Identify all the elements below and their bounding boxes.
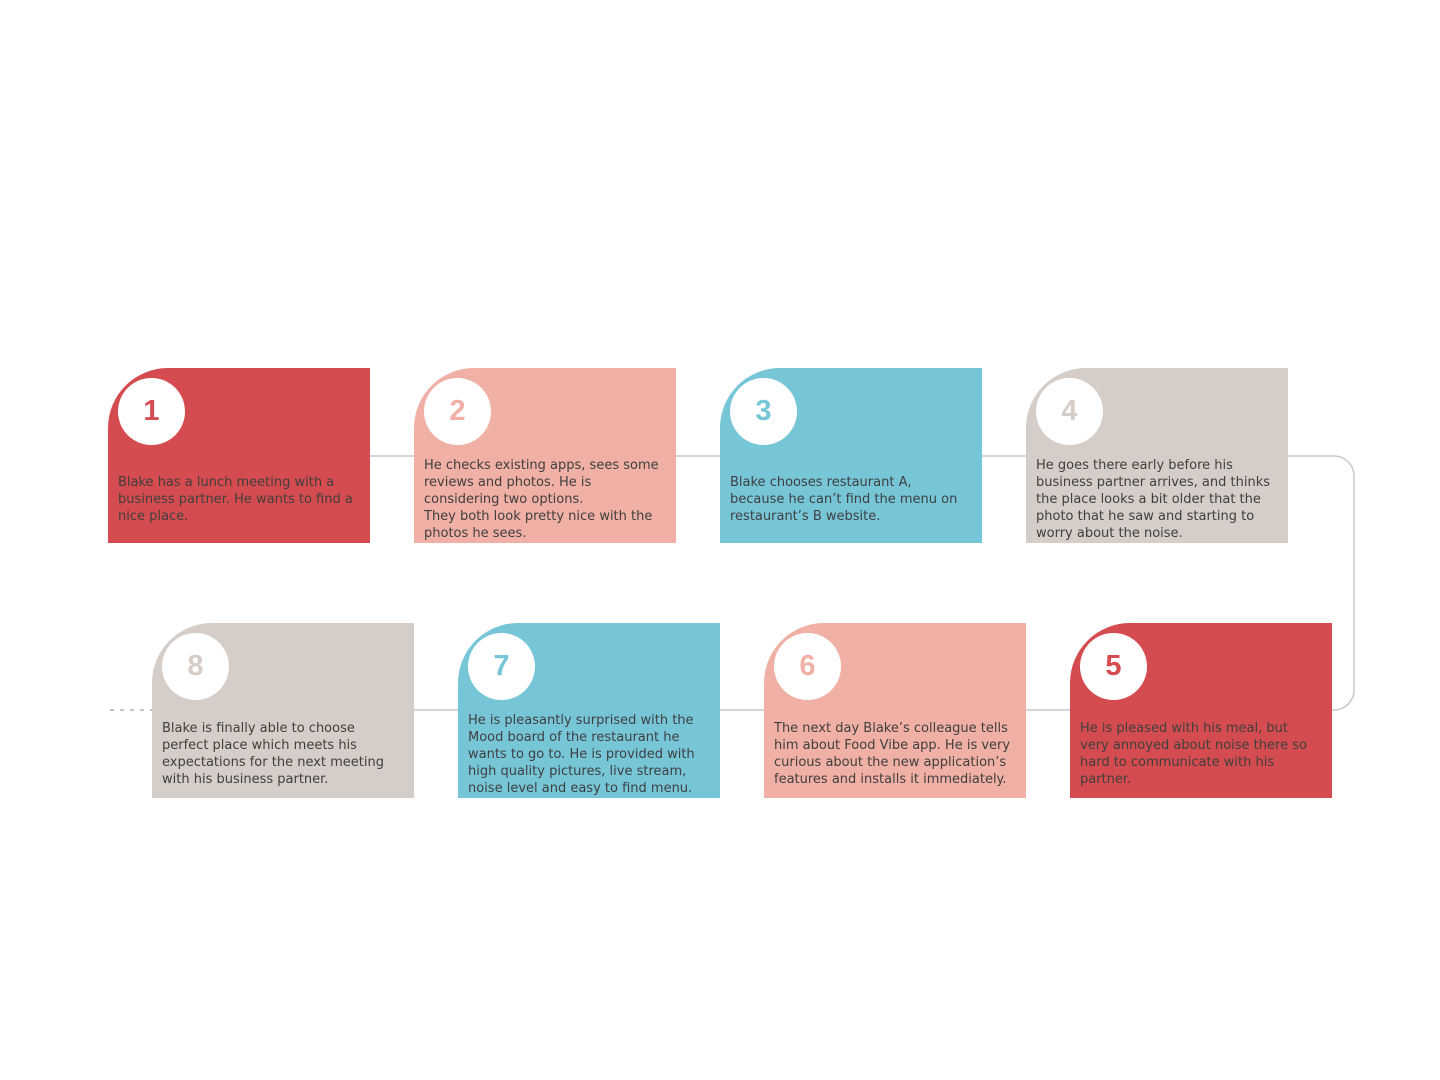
step-description: The next day Blake’s colleague tells him… [774,721,1011,787]
step-description: He goes there early before his business … [1036,457,1271,541]
step-card-8: 8 Blake is finally able to choose perfec… [152,623,414,798]
step-description: He checks existing apps, sees some revie… [424,457,659,541]
step-description: He is pleasantly surprised with the Mood… [468,712,695,796]
step-number-badge: 8 [162,633,229,700]
step-number-badge: 7 [468,633,535,700]
step-card-3: 3 Blake chooses restaurant A, because he… [720,368,982,543]
step-card-7: 7 He is pleasantly surprised with the Mo… [458,623,720,798]
step-number-badge: 1 [118,378,185,445]
step-card-2: 2 He checks existing apps, sees some rev… [414,368,676,543]
step-number-badge: 2 [424,378,491,445]
step-description: Blake chooses restaurant A, because he c… [730,474,958,524]
step-card-5: 5 He is pleased with his meal, but very … [1070,623,1332,798]
step-number-badge: 3 [730,378,797,445]
step-description: He is pleased with his meal, but very an… [1080,721,1307,787]
step-description: Blake is finally able to choose perfect … [162,721,384,787]
connector-turn [1288,455,1355,711]
step-number-badge: 6 [774,633,841,700]
step-number-badge: 5 [1080,633,1147,700]
step-number-badge: 4 [1036,378,1103,445]
step-card-4: 4 He goes there early before his busines… [1026,368,1288,543]
step-description: Blake has a lunch meeting with a busines… [118,474,353,524]
step-card-6: 6 The next day Blake’s colleague tells h… [764,623,1026,798]
step-card-1: 1 Blake has a lunch meeting with a busin… [108,368,370,543]
